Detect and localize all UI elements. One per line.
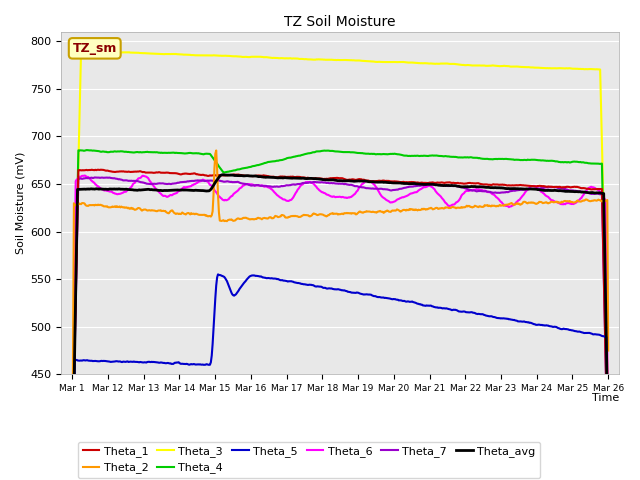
Theta_5 — [163, 360, 171, 366]
Theta_2 — [212, 148, 220, 154]
Theta_2 — [385, 209, 393, 215]
Title: TZ Soil Moisture: TZ Soil Moisture — [284, 15, 396, 29]
Theta_5 — [206, 362, 214, 368]
Theta_1 — [473, 180, 481, 186]
Theta_7 — [164, 181, 172, 187]
Theta_6 — [385, 198, 393, 204]
Theta_6 — [207, 182, 214, 188]
Theta_6 — [312, 183, 319, 189]
Theta_avg — [312, 176, 319, 181]
Theta_6 — [427, 184, 435, 190]
Theta_7 — [385, 187, 393, 192]
Theta_1 — [385, 178, 393, 184]
Theta_3 — [207, 53, 214, 59]
Theta_3 — [312, 57, 319, 62]
Theta_7 — [207, 178, 214, 183]
Theta_5 — [214, 272, 222, 277]
Theta_7 — [604, 475, 612, 480]
Theta_2 — [604, 348, 612, 353]
Theta_1 — [207, 173, 214, 179]
Line: Theta_5: Theta_5 — [72, 275, 608, 480]
Theta_3 — [385, 59, 393, 65]
Theta_4 — [83, 147, 90, 153]
Theta_4 — [68, 452, 76, 458]
Theta_1 — [164, 170, 172, 176]
Theta_3 — [473, 63, 481, 69]
Theta_avg — [473, 184, 481, 190]
Theta_7 — [312, 179, 319, 185]
Line: Theta_1: Theta_1 — [72, 170, 608, 475]
Theta_1 — [427, 180, 435, 186]
Legend: Theta_1, Theta_2, Theta_3, Theta_4, Theta_5, Theta_6, Theta_7, Theta_avg: Theta_1, Theta_2, Theta_3, Theta_4, Thet… — [78, 442, 540, 478]
Theta_4 — [427, 153, 435, 158]
Theta_avg — [206, 187, 214, 193]
Theta_7 — [473, 189, 481, 194]
Theta_5 — [385, 296, 393, 301]
X-axis label: Time: Time — [591, 393, 619, 403]
Theta_2 — [206, 213, 214, 219]
Theta_avg — [385, 180, 393, 185]
Theta_4 — [312, 149, 319, 155]
Text: TZ_sm: TZ_sm — [72, 42, 117, 55]
Theta_3 — [427, 60, 435, 66]
Line: Theta_4: Theta_4 — [72, 150, 608, 462]
Y-axis label: Soil Moisture (mV): Soil Moisture (mV) — [15, 152, 25, 254]
Theta_avg — [163, 188, 171, 193]
Theta_2 — [473, 204, 481, 209]
Line: Theta_3: Theta_3 — [72, 51, 608, 427]
Theta_6 — [81, 173, 88, 179]
Theta_avg — [427, 181, 435, 187]
Theta_4 — [385, 151, 393, 157]
Line: Theta_avg: Theta_avg — [72, 175, 608, 480]
Theta_2 — [427, 205, 435, 211]
Theta_2 — [312, 211, 319, 217]
Theta_4 — [473, 155, 481, 161]
Theta_2 — [163, 210, 171, 216]
Theta_1 — [97, 167, 104, 173]
Theta_4 — [207, 152, 214, 158]
Theta_3 — [164, 51, 172, 57]
Line: Theta_2: Theta_2 — [72, 151, 608, 480]
Theta_avg — [604, 444, 612, 450]
Theta_3 — [604, 397, 612, 403]
Theta_5 — [427, 303, 435, 309]
Theta_6 — [473, 187, 481, 192]
Theta_5 — [312, 284, 319, 289]
Theta_3 — [78, 48, 86, 54]
Theta_avg — [220, 172, 227, 178]
Theta_5 — [473, 311, 481, 317]
Theta_4 — [604, 459, 612, 465]
Theta_7 — [91, 175, 99, 180]
Theta_6 — [604, 425, 612, 431]
Theta_7 — [68, 468, 76, 473]
Theta_1 — [604, 472, 612, 478]
Theta_4 — [164, 150, 172, 156]
Line: Theta_7: Theta_7 — [72, 178, 608, 478]
Theta_6 — [164, 194, 172, 200]
Theta_1 — [312, 175, 319, 181]
Theta_1 — [68, 463, 76, 468]
Theta_7 — [427, 182, 435, 188]
Theta_3 — [68, 424, 76, 430]
Line: Theta_6: Theta_6 — [72, 176, 608, 480]
